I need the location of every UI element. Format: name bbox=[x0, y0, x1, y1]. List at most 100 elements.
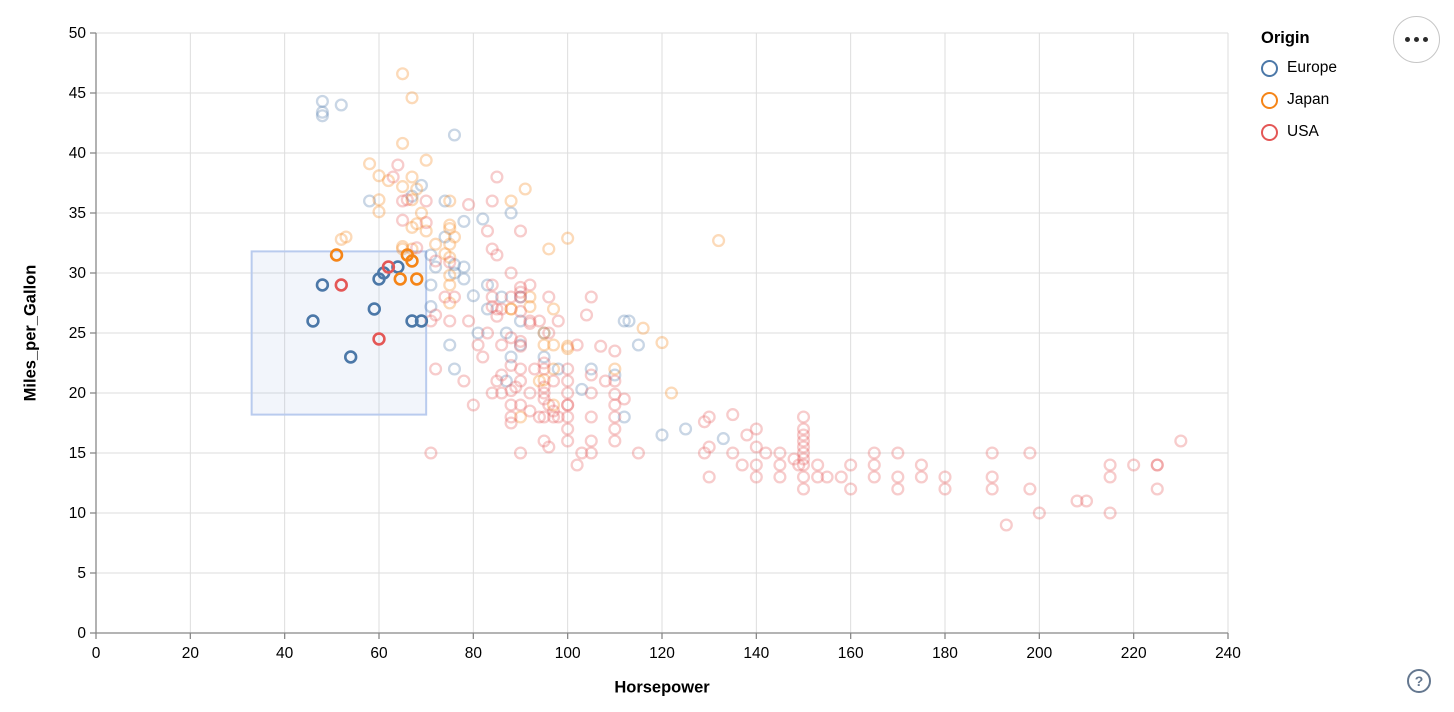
data-point bbox=[513, 338, 528, 352]
data-point bbox=[608, 398, 622, 412]
data-point bbox=[429, 362, 443, 376]
data-point bbox=[796, 422, 811, 436]
x-tick-label: 160 bbox=[838, 645, 864, 662]
data-point bbox=[495, 290, 509, 304]
help-button[interactable]: ? bbox=[1407, 669, 1431, 693]
data-point bbox=[702, 470, 716, 484]
data-point bbox=[584, 290, 598, 304]
data-point bbox=[396, 180, 410, 194]
data-point bbox=[443, 255, 457, 269]
options-menu-button[interactable] bbox=[1393, 16, 1440, 63]
data-point bbox=[735, 458, 749, 472]
data-point bbox=[985, 470, 999, 484]
data-point bbox=[315, 105, 329, 119]
data-point bbox=[537, 410, 551, 424]
data-point bbox=[447, 258, 462, 272]
data-point bbox=[372, 332, 386, 346]
data-point bbox=[542, 326, 556, 340]
data-point bbox=[315, 278, 330, 292]
data-point bbox=[372, 193, 386, 207]
data-point bbox=[546, 410, 561, 424]
data-point bbox=[419, 194, 433, 208]
data-point bbox=[495, 386, 509, 400]
data-point bbox=[561, 231, 575, 245]
data-point bbox=[546, 374, 561, 388]
data-point bbox=[617, 410, 631, 424]
data-point bbox=[457, 260, 471, 274]
data-point bbox=[608, 374, 622, 388]
data-point bbox=[702, 440, 716, 454]
data-point bbox=[386, 170, 400, 184]
data-point bbox=[914, 458, 928, 472]
y-tick-label: 15 bbox=[69, 445, 86, 462]
data-point bbox=[1150, 482, 1164, 496]
data-point bbox=[513, 446, 528, 460]
legend-title: Origin bbox=[1261, 29, 1310, 47]
data-point bbox=[396, 194, 410, 208]
data-point bbox=[570, 338, 584, 352]
data-point bbox=[575, 382, 589, 396]
data-point bbox=[608, 344, 622, 358]
data-point bbox=[1150, 458, 1164, 472]
brush-selection[interactable] bbox=[250, 250, 428, 416]
data-point bbox=[773, 470, 787, 484]
data-point bbox=[334, 98, 348, 112]
data-point bbox=[504, 416, 518, 430]
data-point bbox=[424, 314, 438, 328]
data-point bbox=[608, 368, 622, 382]
data-point bbox=[546, 338, 561, 352]
data-point bbox=[419, 224, 433, 238]
data-point bbox=[443, 218, 457, 232]
data-point bbox=[532, 410, 546, 424]
data-point bbox=[1070, 494, 1084, 508]
data-point bbox=[410, 217, 424, 231]
data-point bbox=[410, 272, 424, 286]
data-point bbox=[1174, 434, 1188, 448]
data-point bbox=[551, 362, 565, 376]
data-point bbox=[381, 174, 395, 188]
data-point bbox=[749, 458, 763, 472]
data-point bbox=[504, 384, 518, 398]
data-point bbox=[537, 373, 551, 387]
x-axis-title: Horsepower bbox=[614, 678, 710, 697]
data-point bbox=[844, 482, 858, 496]
data-point bbox=[372, 272, 386, 286]
data-point bbox=[490, 302, 504, 316]
data-point bbox=[414, 314, 429, 328]
y-tick-label: 35 bbox=[69, 205, 86, 222]
data-point bbox=[410, 182, 424, 196]
data-point bbox=[424, 248, 438, 262]
data-point bbox=[584, 446, 598, 460]
data-point bbox=[608, 422, 622, 436]
data-point bbox=[608, 434, 622, 448]
data-point bbox=[561, 386, 575, 400]
data-point bbox=[542, 242, 556, 256]
data-point bbox=[480, 302, 495, 316]
data-point bbox=[405, 220, 419, 234]
data-point bbox=[410, 241, 424, 255]
data-point bbox=[471, 326, 485, 340]
data-point bbox=[513, 410, 528, 424]
data-point bbox=[561, 342, 575, 356]
data-point bbox=[773, 446, 787, 460]
data-point bbox=[617, 314, 631, 328]
x-tick-label: 240 bbox=[1215, 645, 1241, 662]
data-point bbox=[834, 470, 848, 484]
data-point bbox=[1032, 506, 1046, 520]
y-tick-label: 10 bbox=[69, 505, 87, 522]
data-point bbox=[608, 410, 622, 424]
data-point bbox=[636, 321, 650, 335]
data-point bbox=[447, 230, 462, 244]
data-point bbox=[485, 300, 499, 314]
y-tick-label: 45 bbox=[69, 85, 86, 102]
data-point bbox=[315, 94, 329, 108]
legend-label-japan: Japan bbox=[1287, 91, 1330, 108]
data-point bbox=[405, 170, 419, 184]
data-point bbox=[537, 434, 551, 448]
data-point bbox=[584, 434, 598, 448]
data-point bbox=[523, 300, 537, 314]
data-point bbox=[443, 338, 457, 352]
data-point bbox=[306, 314, 320, 328]
europe-point-icon bbox=[1261, 59, 1278, 77]
